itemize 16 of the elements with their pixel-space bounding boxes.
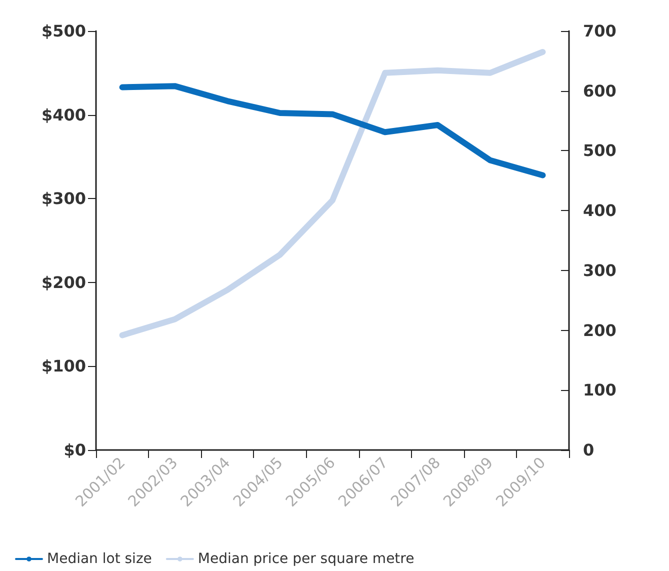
y2-tick-label: 100 (583, 380, 616, 400)
y-tick-label: $500 (41, 22, 86, 40)
y2-tick-label: 0 (583, 440, 594, 460)
y-tick-label: $200 (41, 272, 86, 292)
y2-tick-label: 700 (583, 22, 616, 40)
legend-label: Median price per square metre (198, 551, 414, 567)
y-tick-label: $300 (41, 189, 86, 208)
y2-tick-label: 600 (583, 81, 616, 100)
y-tick-label: $400 (41, 105, 86, 124)
y-tick-label: $0 (64, 440, 86, 460)
y2-tick-label: 500 (583, 141, 616, 160)
y2-tick-label: 400 (583, 201, 616, 220)
y2-tick-label: 200 (583, 320, 616, 340)
legend-label: Median lot size (47, 551, 152, 567)
y-tick-label: $100 (41, 356, 86, 376)
y2-tick-label: 300 (583, 260, 616, 280)
